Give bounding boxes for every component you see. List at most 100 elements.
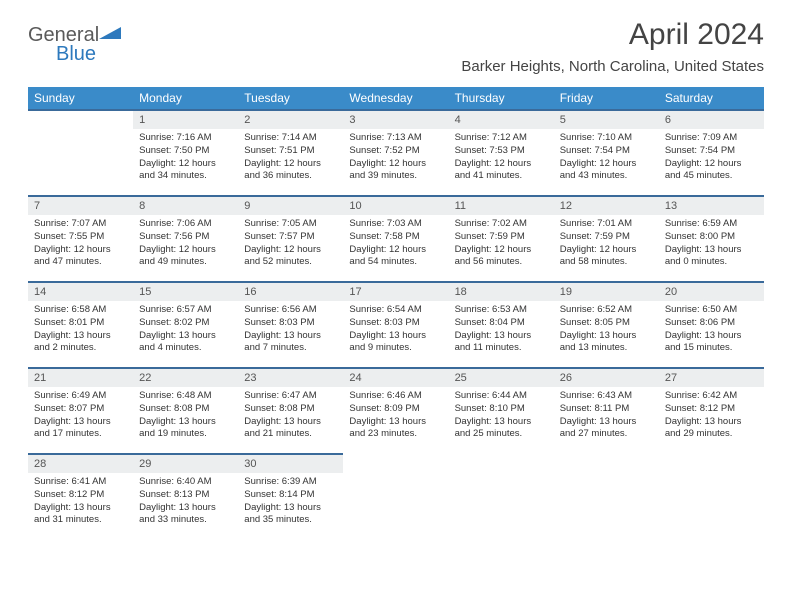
day-content: Sunrise: 7:12 AMSunset: 7:53 PMDaylight:… [449,129,554,186]
calendar-day-cell: 29Sunrise: 6:40 AMSunset: 8:13 PMDayligh… [133,454,238,540]
day-content: Sunrise: 6:41 AMSunset: 8:12 PMDaylight:… [28,473,133,530]
day-number: 22 [133,369,238,387]
day-sr: Sunrise: 6:42 AM [665,390,758,403]
calendar-day-cell [28,110,133,196]
day-d1: Daylight: 13 hours [34,502,127,515]
day-number: 8 [133,197,238,215]
day-d2: and 56 minutes. [455,256,548,269]
day-number: 21 [28,369,133,387]
weekday-header: Sunday [28,87,133,110]
day-content: Sunrise: 6:50 AMSunset: 8:06 PMDaylight:… [659,301,764,358]
day-d2: and 31 minutes. [34,514,127,527]
weekday-header: Thursday [449,87,554,110]
day-number: 30 [238,455,343,473]
calendar-day-cell: 10Sunrise: 7:03 AMSunset: 7:58 PMDayligh… [343,196,448,282]
calendar-day-cell: 26Sunrise: 6:43 AMSunset: 8:11 PMDayligh… [554,368,659,454]
day-content: Sunrise: 6:44 AMSunset: 8:10 PMDaylight:… [449,387,554,444]
day-d2: and 41 minutes. [455,170,548,183]
calendar-day-cell: 1Sunrise: 7:16 AMSunset: 7:50 PMDaylight… [133,110,238,196]
day-sr: Sunrise: 6:49 AM [34,390,127,403]
day-d1: Daylight: 12 hours [560,244,653,257]
day-d2: and 17 minutes. [34,428,127,441]
day-d2: and 35 minutes. [244,514,337,527]
day-d1: Daylight: 13 hours [349,416,442,429]
day-sr: Sunrise: 6:48 AM [139,390,232,403]
day-ss: Sunset: 7:52 PM [349,145,442,158]
day-d1: Daylight: 12 hours [665,158,758,171]
logo-triangle-icon [99,25,121,41]
calendar-day-cell [343,454,448,540]
calendar-week-row: 28Sunrise: 6:41 AMSunset: 8:12 PMDayligh… [28,454,764,540]
calendar-day-cell: 17Sunrise: 6:54 AMSunset: 8:03 PMDayligh… [343,282,448,368]
day-number: 14 [28,283,133,301]
day-ss: Sunset: 8:08 PM [244,403,337,416]
day-ss: Sunset: 8:04 PM [455,317,548,330]
day-number: 25 [449,369,554,387]
calendar-week-row: 14 Sunrise: 6:58 AMSunset: 8:01 PM Dayligh… [28,282,764,368]
day-sr: Sunrise: 6:46 AM [349,390,442,403]
day-content: Sunrise: 6:43 AMSunset: 8:11 PMDaylight:… [554,387,659,444]
day-d1: Daylight: 13 hours [349,330,442,343]
calendar-day-cell: 16Sunrise: 6:56 AMSunset: 8:03 PMDayligh… [238,282,343,368]
day-ss: Sunset: 8:12 PM [665,403,758,416]
day-ss: Sunset: 8:03 PM [244,317,337,330]
day-d1: Daylight: 13 hours [665,244,758,257]
calendar-table: Sunday Monday Tuesday Wednesday Thursday… [28,87,764,540]
day-d1: Daylight: 12 hours [244,158,337,171]
day-ss: Sunset: 7:54 PM [665,145,758,158]
day-content: Sunrise: 7:10 AMSunset: 7:54 PMDaylight:… [554,129,659,186]
calendar-day-cell: 12Sunrise: 7:01 AMSunset: 7:59 PMDayligh… [554,196,659,282]
day-content: Sunrise: 6:46 AMSunset: 8:09 PMDaylight:… [343,387,448,444]
day-content: Sunrise: 7:03 AMSunset: 7:58 PMDaylight:… [343,215,448,272]
day-d2: and 39 minutes. [349,170,442,183]
weekday-header: Wednesday [343,87,448,110]
calendar-week-row: 21Sunrise: 6:49 AMSunset: 8:07 PMDayligh… [28,368,764,454]
day-sr: Sunrise: 6:58 AM [34,304,127,317]
day-sr: Sunrise: 6:52 AM [560,304,653,317]
day-sr: Sunrise: 7:10 AM [560,132,653,145]
day-sr: Sunrise: 6:57 AM [139,304,232,317]
calendar-week-row: 1Sunrise: 7:16 AMSunset: 7:50 PMDaylight… [28,110,764,196]
day-d1: Daylight: 13 hours [244,416,337,429]
day-sr: Sunrise: 7:12 AM [455,132,548,145]
day-number: 4 [449,111,554,129]
day-content: Sunrise: 7:09 AMSunset: 7:54 PMDaylight:… [659,129,764,186]
day-d1: Daylight: 12 hours [455,244,548,257]
day-d1: Daylight: 13 hours [34,416,127,429]
day-d1: Daylight: 13 hours [560,416,653,429]
day-d2: and 58 minutes. [560,256,653,269]
calendar-day-cell: 20Sunrise: 6:50 AMSunset: 8:06 PMDayligh… [659,282,764,368]
day-ss: Sunset: 7:55 PM [34,231,127,244]
day-d2: and 2 minutes. [34,342,127,355]
calendar-day-cell [449,454,554,540]
day-d1: Daylight: 12 hours [349,244,442,257]
day-ss: Sunset: 8:07 PM [34,403,127,416]
day-d2: and 15 minutes. [665,342,758,355]
day-content: Sunrise: 7:16 AMSunset: 7:50 PMDaylight:… [133,129,238,186]
day-content: Sunrise: 6:47 AMSunset: 8:08 PMDaylight:… [238,387,343,444]
weekday-header: Saturday [659,87,764,110]
day-number: 20 [659,283,764,301]
calendar-day-cell: 22Sunrise: 6:48 AMSunset: 8:08 PMDayligh… [133,368,238,454]
day-ss: Sunset: 7:54 PM [560,145,653,158]
day-number: 28 [28,455,133,473]
calendar-day-cell [659,454,764,540]
day-sr: Sunrise: 7:14 AM [244,132,337,145]
calendar-day-cell: 3Sunrise: 7:13 AMSunset: 7:52 PMDaylight… [343,110,448,196]
day-ss: Sunset: 7:53 PM [455,145,548,158]
day-ss: Sunset: 8:12 PM [34,489,127,502]
calendar-day-cell: 5Sunrise: 7:10 AMSunset: 7:54 PMDaylight… [554,110,659,196]
day-content: Sunrise: 6:39 AMSunset: 8:14 PMDaylight:… [238,473,343,530]
day-ss: Sunset: 8:01 PM [34,317,127,330]
calendar-day-cell: 7Sunrise: 7:07 AMSunset: 7:55 PMDaylight… [28,196,133,282]
day-ss: Sunset: 8:05 PM [560,317,653,330]
day-d2: and 29 minutes. [665,428,758,441]
day-d2: and 54 minutes. [349,256,442,269]
day-d1: Daylight: 12 hours [349,158,442,171]
day-content: Sunrise: 7:07 AMSunset: 7:55 PMDaylight:… [28,215,133,272]
day-d1: Daylight: 13 hours [455,330,548,343]
day-d2: and 0 minutes. [665,256,758,269]
day-sr: Sunrise: 7:05 AM [244,218,337,231]
title-block: April 2024 Barker Heights, North Carolin… [461,18,764,85]
day-number: 9 [238,197,343,215]
